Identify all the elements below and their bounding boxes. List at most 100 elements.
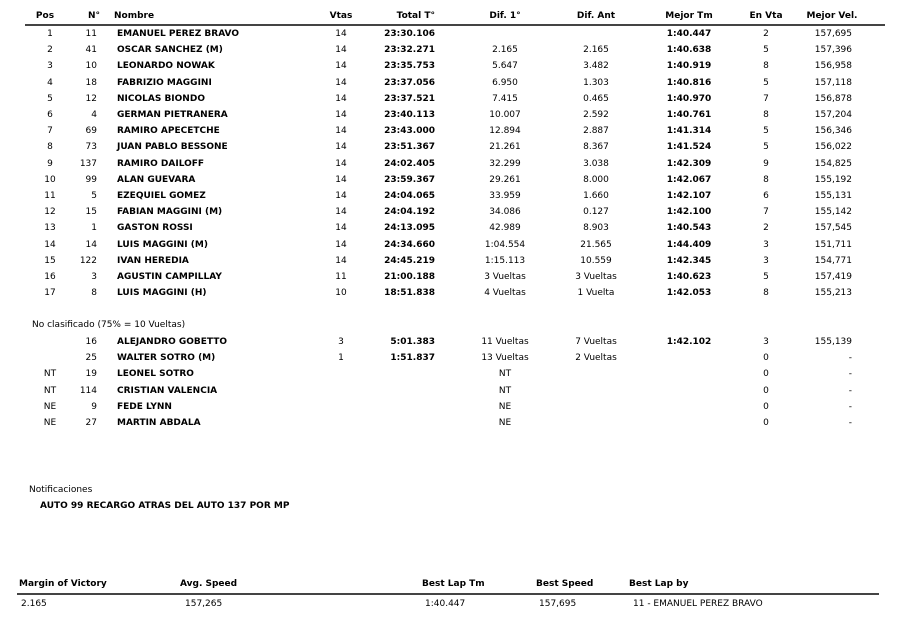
not-classified-label: No clasificado (75% = 10 Vueltas) [32, 320, 186, 330]
cell-onlap: 8 [763, 288, 769, 299]
cell-name: CRISTIAN VALENCIA [117, 385, 218, 396]
cell-difant: 8.903 [583, 223, 609, 234]
summary-header-margin: Margin of Victory [19, 579, 107, 589]
summary-best-speed: 157,695 [539, 599, 577, 609]
cell-speed: 154,771 [814, 255, 852, 266]
cell-num: 114 [79, 385, 97, 396]
cell-difant: 8.000 [583, 174, 609, 185]
cell-name: FEDE LYNN [117, 401, 172, 412]
cell-laps: 14 [335, 255, 347, 266]
cell-pos: 7 [47, 126, 53, 137]
cell-best: 1:40.816 [666, 77, 712, 88]
cell-dif1: 33.959 [489, 191, 521, 201]
cell-num: 69 [85, 126, 97, 137]
cell-name: RAMIRO DAILOFF [117, 158, 205, 169]
cell-name: ALAN GUEVARA [117, 174, 196, 185]
cell-num: 5 [91, 191, 97, 201]
cell-total: 24:04.065 [384, 191, 435, 201]
cell-name: JUAN PABLO BESSONE [117, 142, 228, 153]
cell-dif1: 6.950 [492, 77, 518, 88]
cell-laps: 14 [335, 93, 347, 104]
summary-header-best-lap: Best Lap Tm [422, 579, 485, 589]
cell-dif1: NE [498, 418, 512, 428]
cell-name: NICOLAS BIONDO [117, 93, 205, 104]
cell-difant: 21.565 [580, 239, 612, 250]
cell-onlap: 5 [763, 77, 769, 88]
cell-name: GERMAN PIETRANERA [117, 110, 228, 120]
cell-pos: 3 [47, 61, 53, 72]
cell-name: EMANUEL PEREZ BRAVO [117, 29, 240, 39]
cell-num: 41 [85, 45, 97, 56]
cell-name: LUIS MAGGINI (M) [117, 239, 208, 250]
cell-onlap: 8 [763, 110, 769, 120]
cell-onlap: 0 [763, 353, 769, 364]
cell-laps: 3 [338, 337, 344, 347]
cell-difant: 0.465 [583, 93, 609, 104]
header-laps: Vtas [329, 11, 353, 21]
cell-difant: 10.559 [580, 255, 612, 266]
cell-best: 1:41.524 [666, 142, 712, 153]
cell-total: 24:34.660 [384, 239, 435, 250]
cell-laps: 1 [338, 353, 344, 364]
cell-onlap: 0 [763, 369, 769, 380]
cell-speed: 155,131 [814, 191, 852, 201]
summary-best-by: 11 - EMANUEL PEREZ BRAVO [633, 599, 763, 609]
cell-name: WALTER SOTRO (M) [117, 353, 216, 364]
cell-onlap: 0 [763, 401, 769, 412]
cell-name: ALEJANDRO GOBETTO [117, 337, 228, 347]
cell-pos: 12 [44, 207, 56, 218]
cell-dif1: 1:15.113 [484, 255, 526, 266]
cell-name: RAMIRO APECETCHE [117, 126, 220, 137]
cell-speed: 157,695 [814, 29, 852, 39]
cell-name: LEONARDO NOWAK [117, 61, 215, 72]
cell-laps: 14 [335, 29, 347, 39]
header-num: N° [88, 11, 101, 21]
cell-pos: 2 [47, 45, 53, 56]
cell-onlap: 8 [763, 61, 769, 72]
header-dif1: Dif. 1° [489, 11, 521, 21]
cell-onlap: 2 [763, 223, 769, 234]
cell-speed: 157,396 [814, 45, 852, 56]
cell-difant: 0.127 [583, 207, 609, 218]
cell-best: 1:40.447 [666, 29, 712, 39]
cell-best: 1:40.970 [666, 93, 712, 104]
cell-laps: 14 [335, 45, 347, 56]
cell-best: 1:40.543 [666, 223, 712, 234]
cell-dif1: 7.415 [492, 93, 518, 104]
cell-name: FABRIZIO MAGGINI [117, 77, 212, 88]
cell-num: 73 [85, 142, 97, 153]
cell-speed: - [848, 401, 852, 412]
cell-laps: 14 [335, 158, 347, 169]
cell-onlap: 5 [763, 45, 769, 56]
cell-pos: 8 [47, 142, 53, 153]
cell-num: 122 [79, 255, 97, 266]
cell-difant: 8.367 [583, 142, 609, 153]
cell-dif1: 2.165 [492, 45, 518, 56]
cell-best: 1:44.409 [666, 239, 712, 250]
header-divider [25, 24, 885, 26]
cell-pos: 14 [44, 239, 56, 250]
cell-pos: NT [43, 385, 57, 396]
notifications-label: Notificaciones [29, 485, 93, 495]
cell-total: 23:43.000 [384, 126, 435, 137]
cell-onlap: 7 [763, 93, 769, 104]
header-total: Total T° [396, 11, 435, 21]
cell-speed: 154,825 [814, 158, 852, 169]
cell-speed: 156,346 [814, 126, 852, 137]
summary-header-best-by: Best Lap by [629, 579, 689, 589]
cell-dif1: 3 Vueltas [484, 272, 526, 282]
summary-header-best-speed: Best Speed [536, 579, 594, 589]
cell-difant: 3 Vueltas [575, 272, 617, 282]
cell-num: 18 [85, 77, 97, 88]
cell-dif1: 34.086 [489, 207, 521, 218]
cell-num: 1 [91, 223, 97, 234]
cell-name: FABIAN MAGGINI (M) [117, 207, 223, 218]
cell-total: 24:04.192 [384, 207, 435, 218]
cell-onlap: 0 [763, 385, 769, 396]
cell-pos: 5 [47, 93, 53, 104]
cell-total: 23:40.113 [384, 110, 435, 120]
cell-speed: 157,419 [814, 272, 852, 282]
cell-dif1: NT [498, 385, 512, 396]
cell-pos: 15 [44, 255, 56, 266]
cell-onlap: 5 [763, 272, 769, 282]
